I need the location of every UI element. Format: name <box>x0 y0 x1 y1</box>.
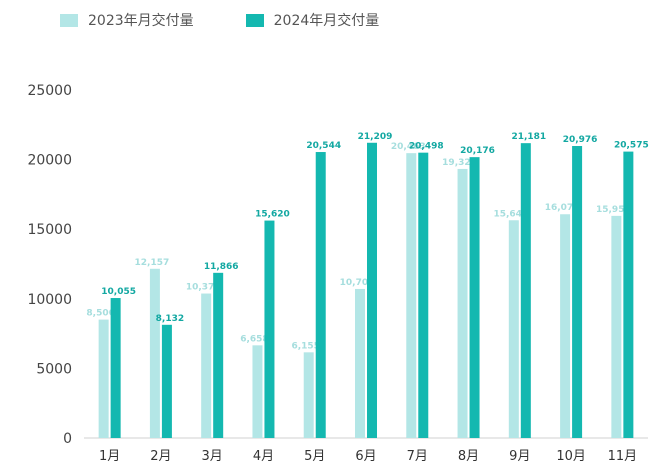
legend-swatch-2024 <box>245 13 264 27</box>
x-tick-label: 1月 <box>99 449 120 464</box>
y-tick-label: 5000 <box>36 361 72 377</box>
bar-2023 <box>457 168 468 439</box>
bar-2023 <box>355 288 365 438</box>
y-tick-label: 20000 <box>27 153 72 169</box>
bar-2023 <box>252 345 263 438</box>
y-tick-label: 10000 <box>27 292 72 308</box>
bar-2023 <box>406 153 417 439</box>
data-label-2023: 6,658 <box>240 334 268 344</box>
bar-2023 <box>98 319 109 438</box>
bar-2023 <box>508 220 519 438</box>
x-tick-label: 6月 <box>355 449 376 464</box>
bar-2023 <box>303 352 314 438</box>
data-label-2024: 20,976 <box>563 135 598 145</box>
legend: 2023年月交付量 2024年月交付量 <box>60 10 379 30</box>
bar-2023 <box>611 215 622 438</box>
data-label-2024: 20,498 <box>409 142 444 152</box>
bar-2024 <box>623 151 634 438</box>
legend-swatch-2023 <box>60 13 78 27</box>
data-label-2023: 8,506 <box>86 309 114 319</box>
bar-2024 <box>469 157 480 438</box>
x-tick-label: 11月 <box>608 449 638 464</box>
bar-2024 <box>520 143 531 439</box>
data-label-2024: 20,575 <box>614 141 649 151</box>
bar-2023 <box>149 268 160 438</box>
data-label-2023: 12,157 <box>135 258 170 268</box>
data-label-2024: 21,209 <box>358 132 393 142</box>
bar-2024 <box>315 152 326 438</box>
bar-2023 <box>560 214 571 438</box>
data-label-2024: 10,055 <box>101 287 136 297</box>
bar-2024 <box>213 272 224 438</box>
data-label-2023: 10,378 <box>186 283 221 293</box>
bar-2024 <box>161 324 172 438</box>
x-tick-label: 5月 <box>304 449 325 464</box>
x-tick-label: 3月 <box>202 449 223 464</box>
y-tick-label: 0 <box>63 431 72 447</box>
x-tick-label: 8月 <box>458 449 479 464</box>
data-label-2024: 20,544 <box>306 141 341 151</box>
bar-2024 <box>367 142 377 438</box>
data-label-2023: 19,329 <box>442 158 477 168</box>
data-label-2024: 20,176 <box>460 146 495 156</box>
data-label-2023: 20,463 <box>391 142 426 152</box>
bar-2024 <box>572 146 583 438</box>
x-tick-label: 9月 <box>509 449 530 464</box>
legend-item-2024: 2024年月交付量 <box>245 10 380 30</box>
data-label-2024: 15,620 <box>255 210 290 220</box>
bar-2023 <box>201 293 212 438</box>
x-tick-label: 7月 <box>407 449 428 464</box>
bar-2024 <box>418 152 429 438</box>
y-tick-label: 25000 <box>27 83 72 99</box>
x-tick-label: 2月 <box>150 449 171 464</box>
legend-item-2023: 2023年月交付量 <box>60 10 194 30</box>
y-tick-label: 15000 <box>27 222 72 238</box>
data-label-2024: 11,866 <box>204 262 239 272</box>
data-label-2023: 10,707 <box>340 278 375 288</box>
data-label-2024: 8,132 <box>156 314 184 324</box>
data-label-2023: 16,074 <box>545 203 580 213</box>
x-tick-label: 4月 <box>253 449 274 464</box>
data-label-2023: 15,959 <box>596 205 631 215</box>
bar-2024 <box>264 220 275 438</box>
bar-2024 <box>110 298 121 438</box>
x-tick-label: 10月 <box>556 449 586 464</box>
data-label-2024: 21,181 <box>511 132 546 142</box>
legend-label-2023: 2023年月交付量 <box>88 13 194 29</box>
data-label-2023: 15,642 <box>493 209 528 219</box>
data-label-2023: 6,155 <box>291 341 319 351</box>
legend-label-2024: 2024年月交付量 <box>273 13 380 29</box>
